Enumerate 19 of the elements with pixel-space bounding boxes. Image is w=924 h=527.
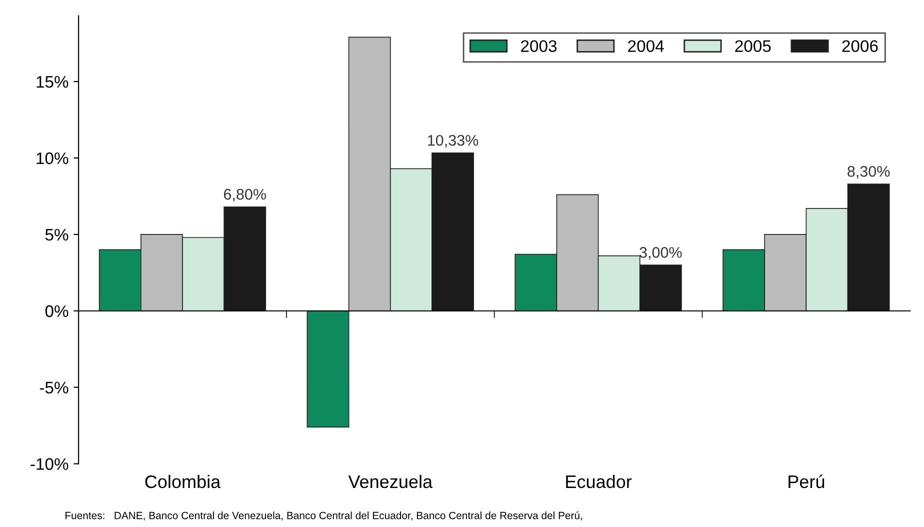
data-label: 3,00% bbox=[640, 247, 682, 260]
x-tick-label: Colombia bbox=[145, 474, 221, 488]
y-tick-label: 0% bbox=[45, 305, 68, 318]
y-tick-label: 15% bbox=[36, 76, 68, 88]
x-tick-label: Perú bbox=[788, 474, 824, 488]
data-label: 8,30% bbox=[848, 166, 890, 179]
y-tick-label: 5% bbox=[45, 228, 68, 241]
data-label: 10,33% bbox=[428, 134, 478, 148]
legend-label: 2004 bbox=[628, 40, 664, 52]
y-tick-label: -5% bbox=[40, 382, 68, 394]
y-tick-label: -10% bbox=[30, 458, 68, 470]
legend-label: 2006 bbox=[842, 40, 878, 52]
x-tick-label: Venezuela bbox=[348, 474, 433, 488]
source-note: Fuentes: DANE, Banco Central de Venezuela, Banco Central del Ecuador, Banco Central de Reserva del Perú, bbox=[66, 511, 582, 520]
legend-label: 2005 bbox=[735, 40, 771, 52]
legend-label: 2003 bbox=[521, 40, 557, 52]
x-tick-label: Ecuador bbox=[566, 474, 632, 488]
data-label: 6,80% bbox=[224, 188, 266, 202]
y-tick-label: 10% bbox=[36, 152, 68, 164]
